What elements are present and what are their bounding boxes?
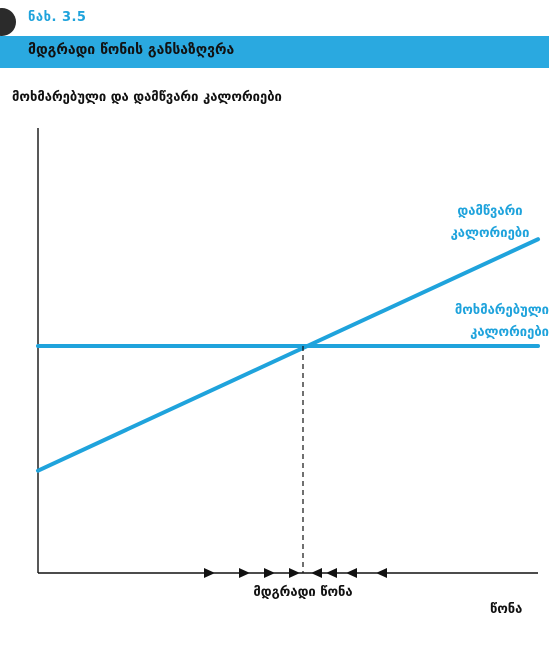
series-label-2: მოხმარებული კალორიები (455, 303, 549, 340)
figure-title: მდგრადი წონის განსაზღვრა (28, 42, 235, 58)
arrow-right-1 (204, 568, 215, 578)
arrow-left-1 (311, 568, 322, 578)
arrow-right-3 (264, 568, 275, 578)
figure-label: ნახ. 3.5 (28, 10, 87, 25)
arrow-left-3 (346, 568, 357, 578)
series-line-1 (36, 237, 540, 473)
series-label-1: დამწვარი კალორიები (451, 204, 530, 241)
x-axis-label: წონა (490, 602, 522, 617)
arrow-right-4 (289, 568, 300, 578)
arrow-right-2 (239, 568, 250, 578)
y-axis-label: მოხმარებული და დამწვარი კალორიები (12, 90, 282, 105)
arrow-left-2 (326, 568, 337, 578)
arrow-left-4 (376, 568, 387, 578)
figure-marker (0, 8, 16, 36)
title-bar (0, 36, 549, 68)
equilibrium-label: მდგრადი წონა (253, 585, 352, 600)
